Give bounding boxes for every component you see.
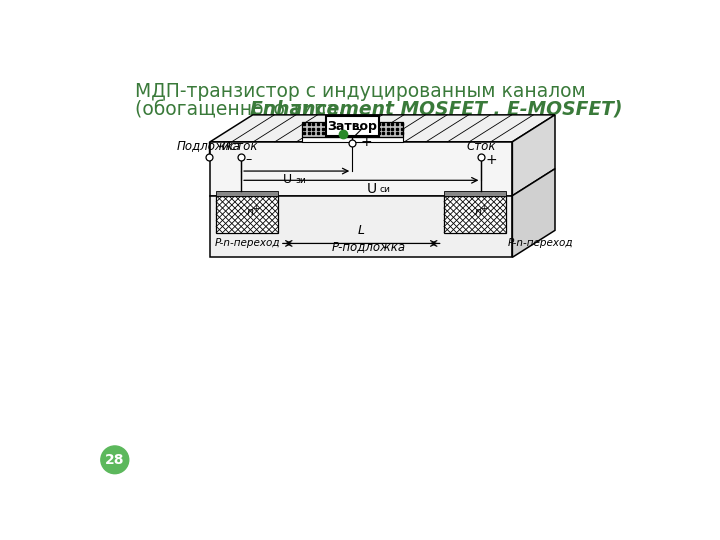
- Text: Затвор: Затвор: [328, 120, 377, 133]
- Bar: [444, 195, 506, 233]
- Text: МДП-транзистор с индуцированным каналом: МДП-транзистор с индуцированным каналом: [135, 82, 585, 101]
- Text: +: +: [480, 204, 487, 213]
- Bar: [302, 122, 402, 137]
- Text: P-n-переход: P-n-переход: [508, 239, 573, 248]
- Text: –: –: [245, 153, 251, 166]
- Text: Подложка: Подложка: [176, 139, 240, 153]
- Bar: [302, 137, 402, 142]
- Text: n: n: [247, 207, 254, 217]
- Polygon shape: [513, 168, 555, 257]
- Text: Enhancement MOSFET , E-MOSFET): Enhancement MOSFET , E-MOSFET): [250, 100, 622, 119]
- Text: си: си: [380, 185, 391, 194]
- Text: зи: зи: [295, 176, 306, 185]
- Bar: [216, 195, 279, 233]
- Text: +: +: [360, 135, 372, 149]
- Text: P-n-переход: P-n-переход: [215, 239, 280, 248]
- Text: +: +: [253, 204, 259, 213]
- Text: U: U: [366, 182, 377, 196]
- Text: L: L: [358, 224, 365, 237]
- Polygon shape: [513, 115, 555, 195]
- Bar: [216, 191, 279, 195]
- Text: Исток: Исток: [221, 139, 258, 153]
- Text: Р-подложка: Р-подложка: [332, 240, 406, 253]
- Bar: [210, 142, 513, 195]
- Text: n: n: [474, 207, 482, 217]
- FancyBboxPatch shape: [326, 117, 379, 137]
- Text: (обогащенного типа,: (обогащенного типа,: [135, 100, 350, 119]
- Text: +: +: [485, 152, 497, 166]
- Polygon shape: [210, 115, 555, 142]
- Text: U: U: [283, 173, 292, 186]
- Circle shape: [101, 446, 129, 474]
- Text: Z: Z: [352, 127, 361, 140]
- Text: Сток: Сток: [467, 139, 496, 153]
- Bar: [210, 195, 513, 257]
- Bar: [444, 191, 506, 195]
- Text: 28: 28: [105, 453, 125, 467]
